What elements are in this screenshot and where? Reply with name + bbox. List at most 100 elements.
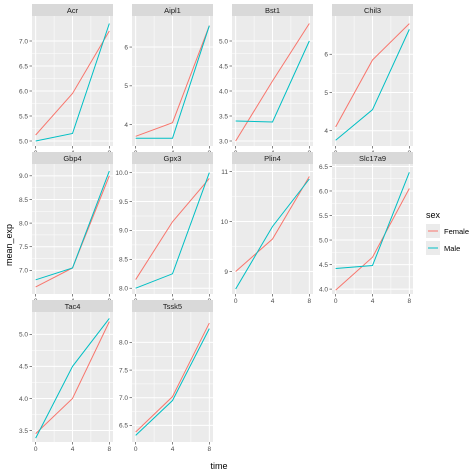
facet-strip-label: Gbp4 — [63, 154, 81, 163]
series-line-male — [135, 328, 210, 436]
series-line-male — [135, 25, 210, 139]
y-tick-label: 6.0 — [19, 88, 28, 95]
y-tick-label: 8.0 — [19, 220, 28, 227]
legend-title: sex — [426, 210, 441, 220]
y-tick-label: 4.0 — [319, 286, 328, 293]
x-tick-label: 8 — [308, 298, 312, 305]
series-line-female — [135, 178, 210, 280]
y-tick-label: 10.0 — [115, 170, 128, 177]
y-tick-label: 4.0 — [19, 396, 28, 403]
y-tick-label: 5.0 — [19, 138, 28, 145]
x-tick-label: 0 — [134, 446, 138, 453]
y-tick-label: 3.5 — [19, 428, 28, 435]
series-line-female — [135, 322, 210, 433]
y-tick-label: 3.0 — [219, 138, 228, 145]
y-tick-label: 5.0 — [19, 332, 28, 339]
x-tick-label: 4 — [71, 446, 75, 453]
y-tick-label: 9.0 — [19, 173, 28, 180]
y-tick-label: 4 — [124, 122, 128, 129]
series-line-male — [35, 170, 110, 281]
facet-strip-label: Gpx3 — [164, 154, 182, 163]
y-tick-label: 10 — [221, 219, 229, 226]
y-tick-label: 6.5 — [319, 164, 328, 171]
series-line-female — [135, 25, 210, 137]
series-line-male — [235, 178, 310, 290]
facet-strip — [232, 4, 313, 16]
y-tick-label: 6 — [124, 44, 128, 51]
facet-strip — [132, 300, 213, 312]
x-tick-label: 0 — [234, 298, 238, 305]
y-tick-label: 8.5 — [19, 197, 28, 204]
x-tick-label: 0 — [334, 298, 338, 305]
facet-strip-label: Bst1 — [265, 6, 280, 15]
facet-strip — [132, 4, 213, 16]
legend: sex Female Male — [426, 210, 469, 255]
facet-strip — [132, 152, 213, 164]
facet-panels: Acr 5.0 5.5 6.0 6.5 7.0 0 4 8 Aipl1 4 5 6 0 4 8 Bst1 3.0 3… — [19, 4, 413, 453]
y-tick-label: 7.5 — [19, 244, 28, 251]
facet-strip-label: Tssk5 — [163, 302, 182, 311]
facet-panel-tssk5: Tssk5 6.5 7.0 7.5 8.0 0 4 8 — [119, 300, 213, 453]
x-tick-label: 8 — [108, 446, 112, 453]
facet-panel-slc17a9: Slc17a9 4.0 4.5 5.0 5.5 6.0 6.5 0 4 8 — [319, 152, 413, 305]
facet-strip-label: Acr — [67, 6, 79, 15]
series-line-male — [35, 318, 110, 439]
x-axis-title: time — [210, 461, 227, 471]
y-tick-label: 6.5 — [119, 423, 128, 430]
facet-strip — [332, 4, 413, 16]
x-tick-label: 4 — [271, 298, 275, 305]
facet-panel-tac4: Tac4 3.5 4.0 4.5 5.0 0 4 8 — [19, 300, 113, 453]
y-tick-label: 11 — [221, 169, 228, 176]
facet-strip — [232, 152, 313, 164]
y-tick-label: 4 — [324, 128, 328, 135]
y-axis-title: mean_exp — [4, 224, 14, 266]
y-tick-label: 7.0 — [19, 38, 28, 45]
facet-strip — [32, 4, 113, 16]
x-tick-label: 0 — [34, 446, 38, 453]
facet-strip-label: Aipl1 — [164, 6, 181, 15]
y-tick-label: 5.5 — [319, 213, 328, 220]
series-line-male — [335, 29, 410, 141]
series-line-male — [335, 172, 410, 269]
facet-strip — [32, 152, 113, 164]
series-line-female — [335, 188, 410, 291]
y-tick-label: 7.5 — [119, 367, 128, 374]
facet-strip-label: Slc17a9 — [359, 154, 386, 163]
y-tick-label: 7.0 — [119, 395, 128, 402]
series-line-male — [235, 40, 310, 123]
y-tick-label: 3.5 — [219, 113, 228, 120]
series-line-female — [35, 30, 110, 136]
series-line-female — [335, 23, 410, 128]
series-line-female — [235, 176, 310, 272]
facet-panel-aipl1: Aipl1456048 — [124, 4, 213, 157]
legend-label-male: Male — [444, 244, 460, 253]
y-tick-label: 4.5 — [19, 364, 28, 371]
y-tick-label: 5 — [324, 90, 328, 97]
facet-strip-label: Chil3 — [364, 6, 381, 15]
y-tick-label: 6.0 — [319, 188, 328, 195]
x-tick-label: 8 — [208, 446, 212, 453]
x-tick-label: 4 — [371, 298, 375, 305]
series-line-male — [135, 172, 210, 289]
facet-panel-plin4: Plin4 9 10 11 0 4 8 — [221, 152, 313, 305]
facet-strip — [332, 152, 413, 164]
y-tick-label: 4.0 — [219, 88, 228, 95]
y-tick-label: 8.0 — [119, 286, 128, 293]
y-tick-label: 9.0 — [119, 228, 128, 235]
series-line-female — [35, 321, 110, 435]
y-tick-label: 7.0 — [19, 268, 28, 275]
y-tick-label: 6 — [324, 52, 328, 59]
y-tick-label: 5.0 — [219, 38, 228, 45]
series-line-male — [35, 23, 110, 142]
y-tick-label: 8.0 — [119, 340, 128, 347]
legend-label-female: Female — [444, 227, 469, 236]
y-tick-label: 5.0 — [319, 237, 328, 244]
x-tick-label: 8 — [408, 298, 412, 305]
x-tick-label: 4 — [171, 446, 175, 453]
y-tick-label: 9 — [224, 269, 228, 276]
y-tick-label: 8.5 — [119, 257, 128, 264]
